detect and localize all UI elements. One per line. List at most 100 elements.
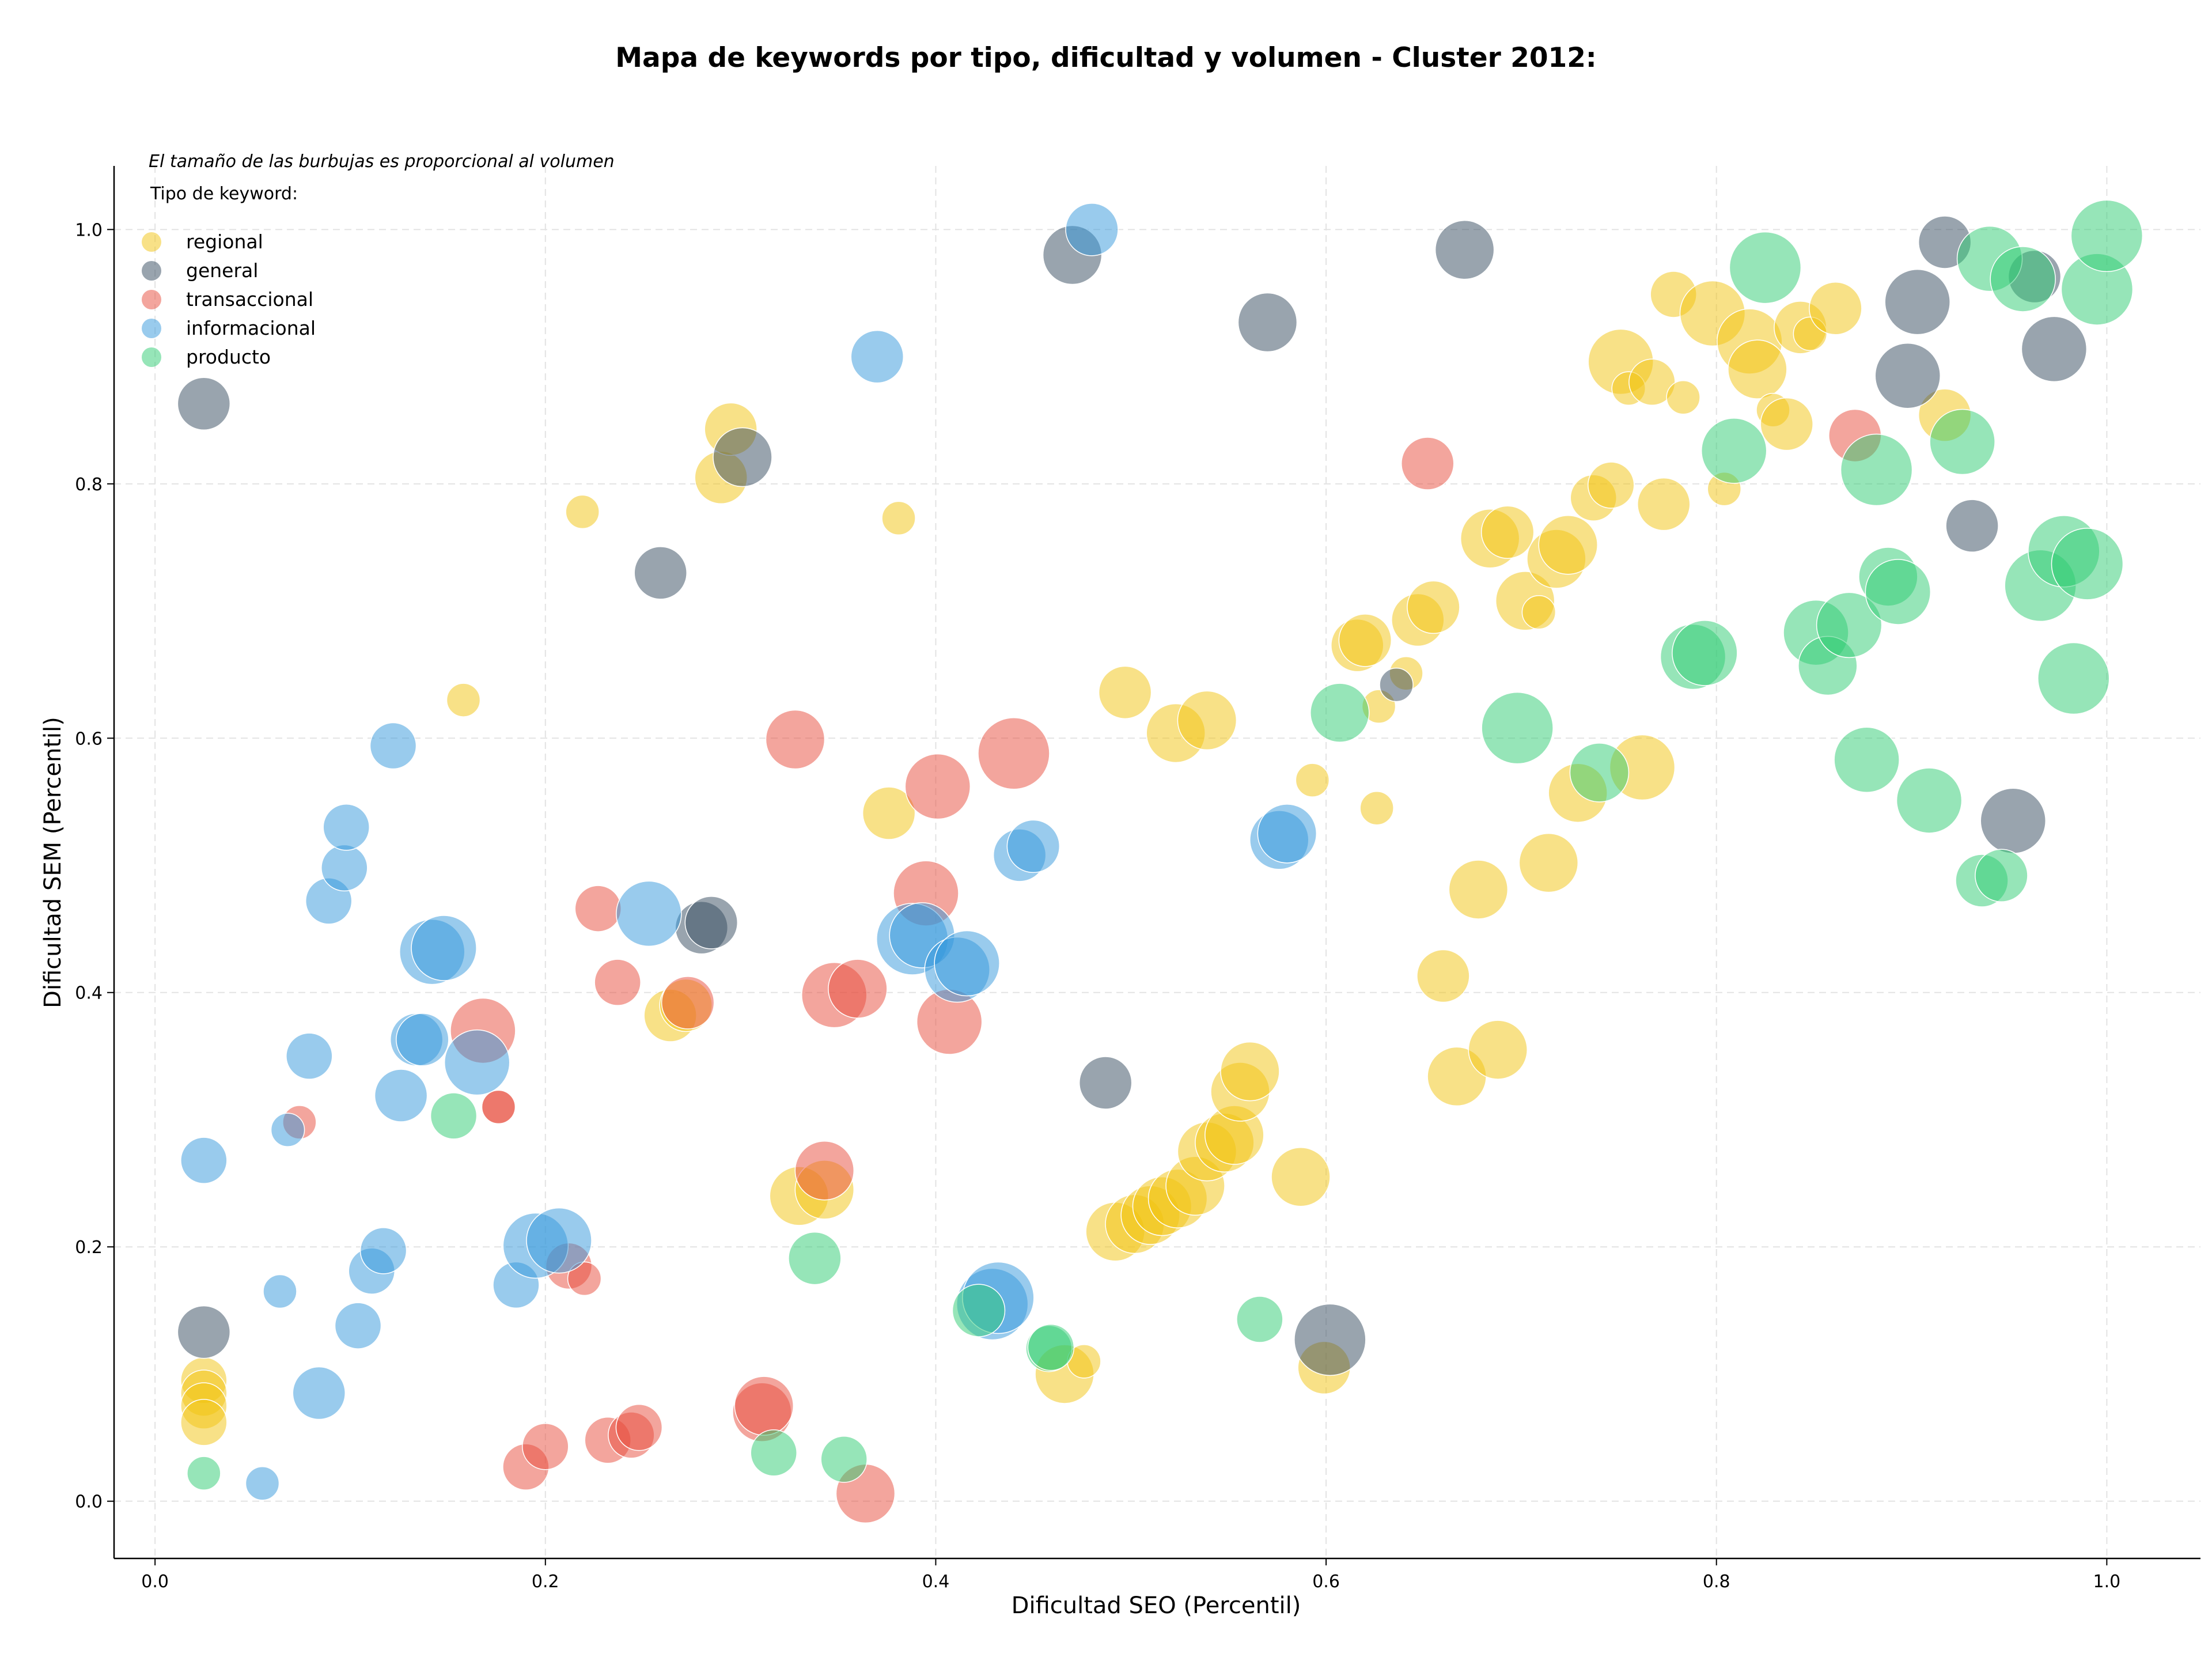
x-tick-label: 0.2 (532, 1572, 559, 1592)
bubble-transaccional (594, 959, 641, 1006)
bubble-transaccional (481, 1089, 516, 1125)
bubble-general (1379, 667, 1414, 702)
bubble-transaccional (734, 1376, 794, 1436)
y-tick-label: 0.0 (75, 1492, 103, 1512)
bubble-producto (750, 1429, 797, 1477)
bubble-producto (1236, 1296, 1283, 1343)
y-tick-label: 1.0 (75, 220, 103, 240)
bubble-producto (2051, 528, 2124, 600)
bubble-regional (1760, 397, 1813, 451)
bubble-transaccional (661, 976, 715, 1030)
bubble-producto (1929, 408, 1995, 475)
bubble-regional (1177, 690, 1237, 751)
bubble-regional (1588, 461, 1635, 509)
legend: regional general transaccional informaciona… (142, 230, 316, 368)
bubble-informacional (323, 804, 370, 851)
legend-label-producto: producto (186, 346, 271, 368)
bubble-regional (1098, 665, 1152, 720)
bubble-general (1945, 499, 1999, 553)
bubble-producto (820, 1436, 868, 1483)
legend-marker-producto (142, 347, 161, 367)
legend-marker-informacional (142, 319, 161, 338)
bubble-producto (1027, 1323, 1075, 1371)
y-axis-label: Dificultad SEM (Percentil) (40, 717, 66, 1008)
bubble-general (634, 546, 687, 600)
bubble-regional (1809, 281, 1862, 335)
y-tick-label: 0.2 (75, 1238, 103, 1258)
bubble-producto (1975, 849, 2028, 902)
y-tick-label: 0.4 (75, 983, 103, 1004)
bubble-informacional (321, 844, 368, 892)
bubble-transaccional (615, 1403, 663, 1451)
bubble-transaccional (794, 1141, 855, 1201)
bubble-producto (952, 1284, 1006, 1337)
bubble-informacional (411, 915, 477, 981)
y-tick-label: 0.6 (75, 729, 103, 749)
bubble-general (1237, 292, 1298, 353)
bubble-informacional (934, 930, 1000, 997)
bubble-regional (1666, 380, 1700, 415)
bubble-producto (1700, 418, 1767, 484)
bubble-producto (1896, 767, 1963, 834)
bubble-producto (187, 1456, 221, 1490)
data-points (177, 199, 2143, 1524)
bubble-regional (180, 1399, 228, 1446)
bubble-general (1434, 220, 1495, 280)
bubble-informacional (292, 1366, 346, 1420)
bubble-producto (2037, 642, 2110, 715)
bubble-transaccional (574, 885, 622, 932)
bubble-informacional (369, 722, 417, 770)
bubble-general (177, 377, 231, 431)
x-tick-label: 1.0 (2093, 1572, 2121, 1592)
bubble-general (1980, 788, 2046, 854)
bubble-informacional (850, 330, 904, 384)
bubble-transaccional (1401, 437, 1455, 490)
bubble-producto (1729, 231, 1802, 304)
bubble-producto (1569, 743, 1630, 803)
bubble-producto (1865, 559, 1931, 625)
legend-title: Tipo de keyword: (150, 184, 298, 204)
bubble-producto (1481, 691, 1554, 765)
bubble-transaccional (828, 959, 888, 1019)
bubble-regional (1538, 515, 1598, 575)
bubble-general (1294, 1303, 1366, 1376)
bubble-informacional (616, 880, 682, 947)
x-tick-label: 0.0 (141, 1572, 169, 1592)
bubble-regional (446, 683, 481, 717)
bubble-regional (1728, 339, 1787, 399)
bubble-producto (430, 1092, 478, 1140)
bubble-informacional (444, 1029, 510, 1096)
bubble-producto (1816, 592, 1883, 659)
bubble-regional (1295, 763, 1330, 797)
bubble-producto (788, 1231, 842, 1285)
bubble-regional (862, 786, 916, 840)
legend-label-general: general (186, 259, 258, 282)
x-axis-label: Dificultad SEO (Percentil) (1012, 1592, 1301, 1619)
legend-marker-general (142, 261, 161, 281)
bubble-producto (1840, 433, 1913, 506)
bubble-general (177, 1305, 231, 1359)
bubble-regional (565, 494, 600, 529)
bubble-regional (1518, 833, 1579, 893)
bubble-general (2021, 316, 2088, 383)
bubble-regional (1359, 790, 1394, 826)
legend-marker-regional (142, 232, 161, 252)
legend-label-regional: regional (186, 230, 263, 253)
bubble-regional (1637, 477, 1691, 531)
bubble-producto (1310, 683, 1370, 743)
bubble-general (713, 427, 772, 487)
axis-ticks: 0.0 0.2 0.4 0.6 0.8 1.0 0.0 0.2 0.4 0.6 0.8 1.0 (75, 220, 2120, 1592)
bubble-regional (1480, 505, 1535, 559)
bubble-producto (1990, 246, 2056, 312)
bubble-transaccional (765, 709, 825, 770)
bubble-informacional (1065, 203, 1119, 256)
bubble-informacional (526, 1207, 592, 1274)
bubble-producto (2070, 199, 2143, 273)
bubble-regional (1448, 860, 1509, 920)
bubble-regional (1416, 949, 1470, 1003)
bubble-regional (1271, 1147, 1331, 1207)
legend-label-transaccional: transaccional (186, 288, 313, 311)
bubble-informacional (263, 1274, 297, 1309)
bubble-transaccional (567, 1261, 602, 1296)
size-note: El tamaño de las burbujas es proporciona… (149, 152, 615, 172)
